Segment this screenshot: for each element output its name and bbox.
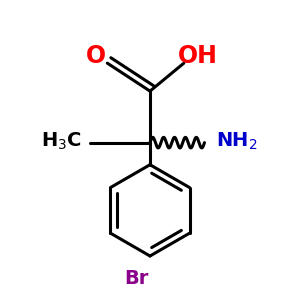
Text: Br: Br (124, 269, 149, 288)
Text: NH$_2$: NH$_2$ (216, 130, 258, 152)
Text: O: O (86, 44, 106, 68)
Text: OH: OH (178, 44, 218, 68)
Text: H$_3$C: H$_3$C (41, 130, 82, 152)
